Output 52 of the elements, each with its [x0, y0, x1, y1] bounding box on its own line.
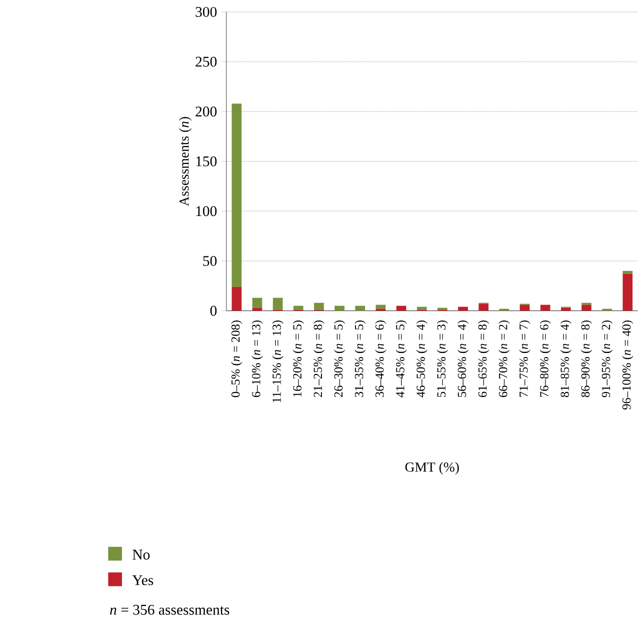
bar: [232, 287, 242, 311]
bar: [520, 305, 530, 311]
bar: [252, 308, 262, 311]
x-tick-label: 71–75% (n = 7): [519, 320, 530, 397]
bar: [334, 306, 344, 311]
x-tick-label: 6–10% (n = 13): [252, 320, 263, 398]
y-tick-label: 0: [210, 306, 217, 316]
y-tick-label: 50: [203, 256, 217, 266]
bar: [314, 303, 324, 310]
bar: [582, 305, 592, 311]
x-tick-label: 41–45% (n = 5): [396, 320, 407, 398]
x-tick-label: 21–25% (n = 8): [313, 320, 325, 398]
x-tick-label: 86–90% (n = 8): [580, 320, 592, 398]
bar: [540, 305, 550, 311]
bar: [622, 274, 633, 311]
x-tick-label: 16–20% (n = 5): [292, 320, 304, 397]
bar: [376, 305, 386, 309]
x-tick-label: 56–60% (n = 4): [457, 320, 469, 398]
x-tick-label: 76–80% (n = 6): [540, 320, 551, 397]
y-tick-label: 100: [196, 206, 217, 216]
y-tick-label: 300: [196, 7, 217, 18]
x-tick-label: 46–50% (n = 4): [416, 320, 428, 398]
bar: [560, 308, 571, 311]
x-tick-label: 96–100% (n = 40): [622, 320, 634, 410]
bar: [252, 298, 262, 308]
bar: [458, 306, 468, 311]
x-tick-label: 26–30% (n = 5): [334, 320, 346, 398]
x-tick-label: 31–35% (n = 5): [354, 320, 366, 398]
y-axis-title: Assessments (n): [179, 117, 192, 206]
x-tick-label: 66–70% (n = 2): [498, 320, 510, 398]
bar: [293, 306, 304, 310]
y-tick-label: 200: [196, 106, 217, 117]
x-tick-label: 91–95% (n = 2): [601, 320, 613, 398]
bar: [355, 306, 366, 311]
x-tick-label: 36–40% (n = 6): [375, 320, 386, 398]
x-tick-label: 0–5% (n = 208): [231, 320, 242, 398]
x-tick-label: 11–15% (n = 13): [272, 320, 284, 402]
bar: [416, 306, 427, 310]
text: n = 356 assessments: [110, 605, 230, 615]
x-tick-label: 51–55% (n = 3): [436, 320, 448, 398]
x-axis-title: GMT (%): [405, 462, 459, 475]
bar: [396, 306, 406, 311]
legend-label: No: [132, 550, 150, 560]
bar: [622, 271, 633, 274]
bar: [272, 298, 283, 310]
bar: [232, 104, 242, 288]
y-tick-label: 250: [196, 56, 217, 67]
legend-label: Yes: [132, 576, 154, 586]
bar: [478, 304, 488, 311]
x-tick-label: 61–65% (n = 8): [478, 320, 490, 398]
y-tick-label: 150: [196, 156, 217, 167]
x-tick-label: 81–85% (n = 4): [560, 320, 572, 398]
